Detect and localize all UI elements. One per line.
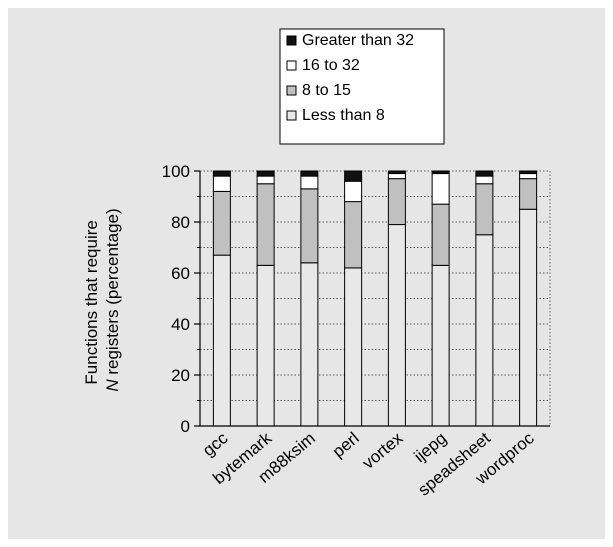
bar-segment: [475, 183, 494, 236]
bar-segment: [475, 175, 494, 185]
bar-segment: [344, 201, 363, 269]
bar-segment: [344, 170, 363, 182]
bar-segment: [300, 262, 319, 427]
bar-segment: [256, 170, 275, 177]
legend-label: 8 to 15: [302, 82, 351, 99]
bar-segment: [344, 180, 363, 203]
bar-segment: [212, 170, 231, 177]
bar-segment: [519, 178, 538, 210]
bar-segment: [431, 203, 450, 266]
y-tick-label: 20: [171, 366, 190, 385]
y-axis-title-italic-n: N: [103, 379, 122, 392]
y-tick-label: 60: [171, 264, 190, 283]
bar-segment: [256, 175, 275, 185]
legend-box: [279, 28, 445, 145]
figure-panel: Greater than 32 16 to 32 8 to 15 Less than …: [8, 8, 605, 539]
bar-segment: [519, 208, 538, 427]
x-tick-label: perl: [329, 429, 363, 462]
x-tick-label: vortex: [359, 428, 407, 473]
bar-segment: [300, 170, 319, 177]
y-tick-label: 80: [171, 213, 190, 232]
gridlines: [200, 170, 551, 426]
bar-segment: [387, 178, 406, 226]
bar-segment: [475, 234, 494, 427]
bar-segment: [431, 170, 450, 175]
bar-segment: [256, 183, 275, 266]
y-tick-label: 40: [171, 315, 190, 334]
y-axis-title-line1: Functions that require: [82, 220, 101, 384]
bar-segment: [431, 264, 450, 427]
bar-segment: [431, 173, 450, 205]
bar-segment: [212, 254, 231, 427]
legend-label: Greater than 32: [302, 32, 414, 49]
bar-segment: [212, 175, 231, 192]
bar-segment: [387, 173, 406, 180]
bar-segment: [519, 173, 538, 180]
y-tick-label: 0: [181, 417, 190, 436]
legend-label: 16 to 32: [302, 57, 360, 74]
bar-segment: [344, 267, 363, 427]
x-tick-label: gcc: [199, 428, 232, 460]
bars: [212, 170, 538, 427]
bar-segment: [256, 264, 275, 427]
bar-segment: [519, 170, 538, 175]
bar-segment: [300, 175, 319, 190]
bar-segment: [387, 224, 406, 427]
legend-swatch: [286, 85, 297, 96]
legend-label: Less than 8: [302, 107, 385, 124]
legend: Greater than 32 16 to 32 8 to 15 Less than …: [279, 28, 445, 145]
y-axis-title-line2: registers (percentage): [103, 208, 122, 379]
stacked-bar-chart: Greater than 32 16 to 32 8 to 15 Less than …: [82, 28, 551, 500]
y-axis-title: Functions that require N registers (perc…: [82, 208, 122, 391]
y-tick-label: 100: [162, 162, 190, 181]
bar-segment: [475, 170, 494, 177]
bar-segment: [300, 188, 319, 264]
legend-swatch: [286, 60, 297, 71]
legend-swatch: [286, 35, 297, 46]
bar-segment: [387, 170, 406, 175]
bar-segment: [212, 190, 231, 256]
legend-swatch: [286, 110, 297, 121]
